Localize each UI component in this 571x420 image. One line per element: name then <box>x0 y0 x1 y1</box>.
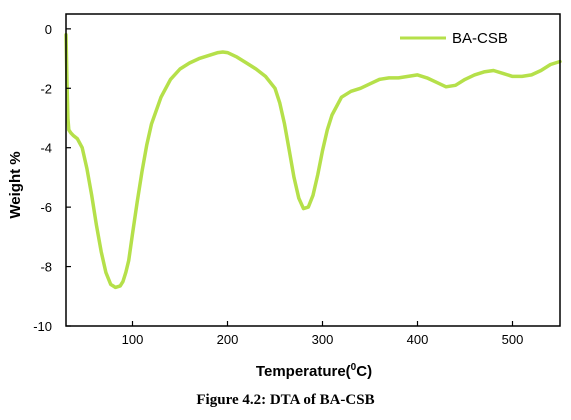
x-tick-label: 400 <box>407 332 429 347</box>
legend-label-ba-csb: BA-CSB <box>452 30 508 47</box>
y-tick-label: -2 <box>40 81 52 96</box>
plot-frame <box>65 13 561 327</box>
x-tick-label: 200 <box>217 332 239 347</box>
y-axis-title: Weight % <box>7 151 24 218</box>
x-tick-label: 300 <box>312 332 334 347</box>
y-tick-label: -10 <box>33 319 52 334</box>
y-tick-label: -6 <box>40 200 52 215</box>
x-tick-label: 500 <box>502 332 524 347</box>
series-line-ba-csb <box>64 33 562 290</box>
x-axis-title-suffix: C) <box>356 363 372 380</box>
y-tick-label: -4 <box>40 141 52 156</box>
x-axis-title-superscript: 0 <box>351 362 357 373</box>
y-tick-label: 0 <box>45 22 52 37</box>
figure-caption: Figure 4.2: DTA of BA-CSB <box>196 392 375 408</box>
x-tick-label: 100 <box>122 332 144 347</box>
axes-layer: 100 200 300 400 500 0 -2 -4 -6 -8 -10 <box>33 13 561 347</box>
dta-chart: 100 200 300 400 500 0 -2 -4 -6 -8 -10 BA-CSB Tempe… <box>7 13 562 380</box>
y-tick-label: -8 <box>40 260 52 275</box>
x-axis-title: Temperature(0C) <box>256 362 372 380</box>
legend: BA-CSB <box>400 30 508 47</box>
series-layer <box>64 33 562 290</box>
